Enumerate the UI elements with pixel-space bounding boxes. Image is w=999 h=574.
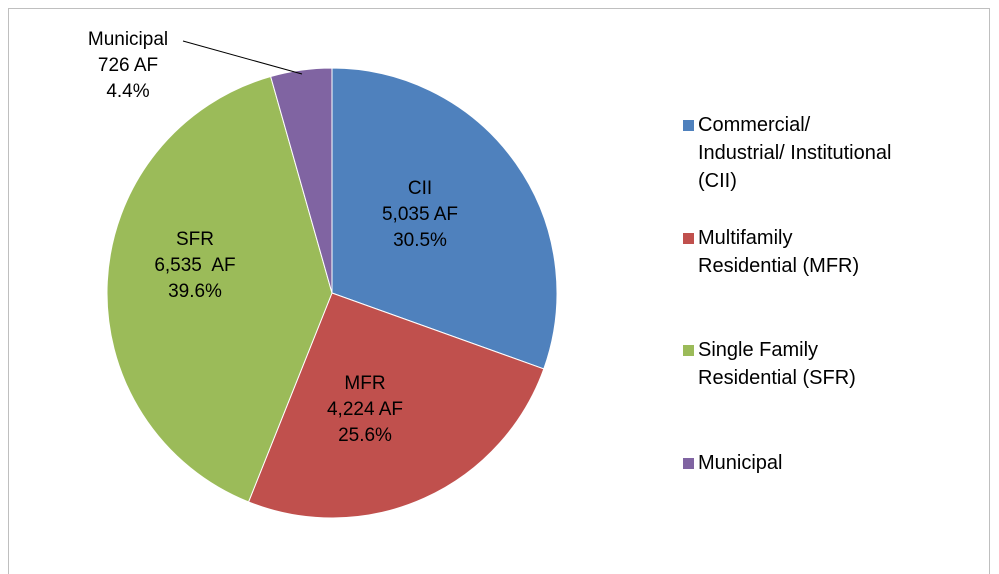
label-percent: 30.5% xyxy=(393,230,447,251)
label-category: CII xyxy=(407,178,433,199)
data-label: CII 5,035 AF 30.5% xyxy=(382,176,458,254)
label-value: 5,035 AF xyxy=(381,204,459,225)
pie-slice xyxy=(247,292,545,519)
label-category: MFR xyxy=(344,373,386,394)
data-label: Municipal 726 AF 4.4% xyxy=(88,27,168,105)
legend-label: Single Family Residential (SFR) xyxy=(698,339,856,389)
label-percent: 25.6% xyxy=(338,425,392,446)
label-value: 726 AF xyxy=(97,55,159,76)
legend-label: Commercial/ Industrial/ Institutional (C… xyxy=(698,114,892,192)
label-percent: 4.4% xyxy=(106,81,150,102)
legend-swatch xyxy=(683,345,694,356)
legend-swatch xyxy=(683,458,694,469)
label-category: SFR xyxy=(176,229,214,250)
leader-line xyxy=(182,40,303,75)
data-label: SFR 6,535 AF 39.6% xyxy=(154,227,235,305)
label-value: 4,224 AF xyxy=(326,399,404,420)
legend-item: Municipal xyxy=(683,449,893,477)
pie-slice xyxy=(106,75,333,503)
chart-frame xyxy=(8,8,990,574)
pie-slice xyxy=(331,67,558,370)
label-percent: 39.6% xyxy=(168,281,222,302)
legend-item: Multifamily Residential (MFR) xyxy=(683,224,893,280)
legend-swatch xyxy=(683,120,694,131)
label-category: Municipal xyxy=(87,29,169,50)
data-label: MFR 4,224 AF 25.6% xyxy=(327,371,403,449)
legend-item: Commercial/ Industrial/ Institutional (C… xyxy=(683,111,893,195)
legend-swatch xyxy=(683,233,694,244)
pie-slice xyxy=(270,67,333,294)
legend-label: Multifamily Residential (MFR) xyxy=(698,227,860,277)
label-value: 6,535 AF xyxy=(154,255,236,276)
legend-label: Municipal xyxy=(698,452,783,474)
legend-item: Single Family Residential (SFR) xyxy=(683,336,893,392)
